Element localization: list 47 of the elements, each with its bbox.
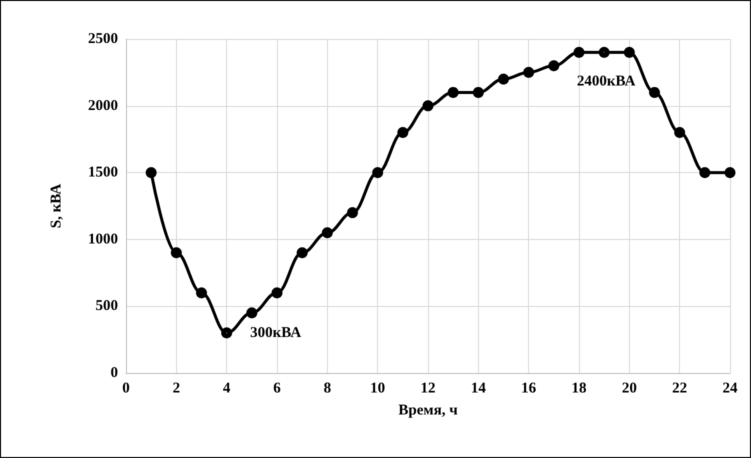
point [422,100,434,112]
y-tick-label: 2500 [88,31,118,47]
point [548,60,560,72]
point [146,167,157,178]
y-tick-label: 0 [110,365,118,381]
x-tick-label: 18 [572,380,586,396]
x-tick-label: 10 [370,380,386,396]
point [221,327,232,338]
x-tick-label: 4 [222,380,231,396]
y-axis-title: S, кВА [48,184,64,228]
x-tick-label: 16 [521,380,537,396]
annotation: 2400кВА [576,73,636,90]
point [699,167,710,178]
y-tick-label: 500 [96,298,118,314]
point [624,46,635,58]
x-tick-label: 20 [622,380,637,396]
point [372,167,384,178]
point [523,66,534,78]
point [347,207,358,218]
point [649,86,660,98]
point [296,247,308,258]
x-tick-label: 0 [122,380,130,396]
point [196,287,207,298]
point [598,46,610,58]
point [322,227,333,238]
point [448,86,459,98]
x-tick-label: 14 [470,380,486,396]
point [397,127,408,138]
y-tick-label: 1000 [88,231,118,248]
point [472,86,484,98]
x-axis-title: Время, ч [398,402,458,418]
point [498,74,509,85]
annotation: 300кВА [250,324,302,341]
x-tick-label: 8 [324,380,332,396]
point [246,307,258,318]
x-tick-label: 2 [172,380,180,396]
x-tick-label: 22 [672,380,688,396]
y-tick-label: 1500 [88,164,118,181]
x-tick-label: 12 [420,380,436,396]
point [724,167,736,178]
point [272,287,282,298]
point [574,46,584,58]
point [674,127,686,138]
x-tick-label: 24 [722,380,738,396]
y-tick-label: 2000 [88,98,118,114]
point [170,247,182,258]
x-tick-label: 6 [273,380,282,396]
